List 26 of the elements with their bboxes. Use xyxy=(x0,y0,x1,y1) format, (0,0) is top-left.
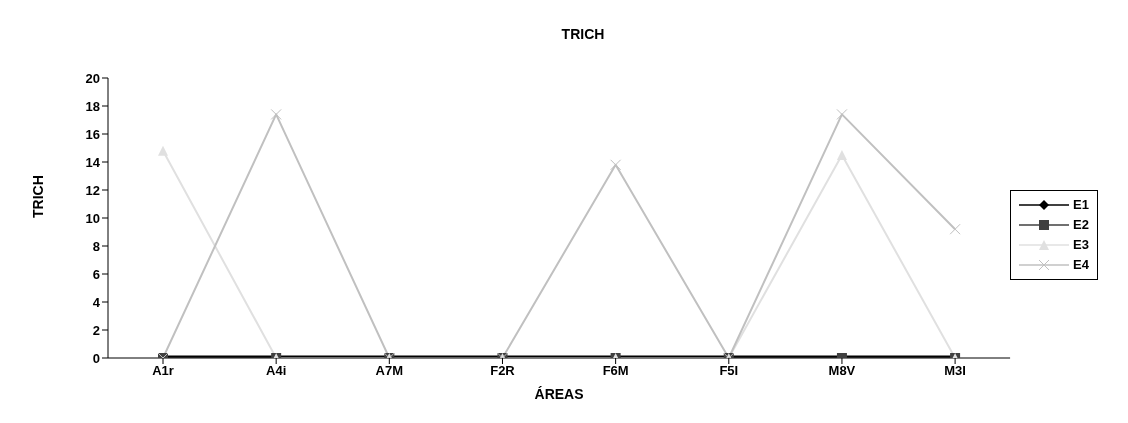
y-tick-label: 16 xyxy=(85,126,100,142)
y-tick-label: 8 xyxy=(92,238,100,254)
x-tick-label: A4i xyxy=(266,363,287,379)
x-tick-label: F5I xyxy=(719,363,739,379)
legend-label: E3 xyxy=(1073,237,1089,252)
x-tick-label: A7M xyxy=(375,363,404,379)
y-tick-label: 4 xyxy=(92,294,101,310)
legend-label: E4 xyxy=(1073,257,1089,272)
x-tick-label: F2R xyxy=(490,363,516,379)
y-tick-label: 10 xyxy=(85,210,100,226)
x-tick-label: F6M xyxy=(602,363,629,379)
x-tick-label: M3I xyxy=(944,363,966,379)
legend-label: E2 xyxy=(1073,217,1089,232)
legend-label: E1 xyxy=(1073,197,1089,212)
y-axis-title: TRICH xyxy=(29,175,46,218)
y-tick-label: 2 xyxy=(92,322,100,338)
x-axis-title: ÁREAS xyxy=(534,386,584,402)
chart-title: TRICH xyxy=(560,25,606,44)
x-tick-label: M8V xyxy=(828,363,856,379)
y-tick-label: 12 xyxy=(85,182,100,198)
y-tick-label: 14 xyxy=(85,154,101,170)
y-tick-label: 6 xyxy=(92,266,100,282)
y-tick-label: 20 xyxy=(85,70,100,86)
x-tick-label: A1r xyxy=(152,363,174,379)
y-tick-label: 0 xyxy=(92,350,100,366)
y-tick-label: 18 xyxy=(85,98,100,114)
